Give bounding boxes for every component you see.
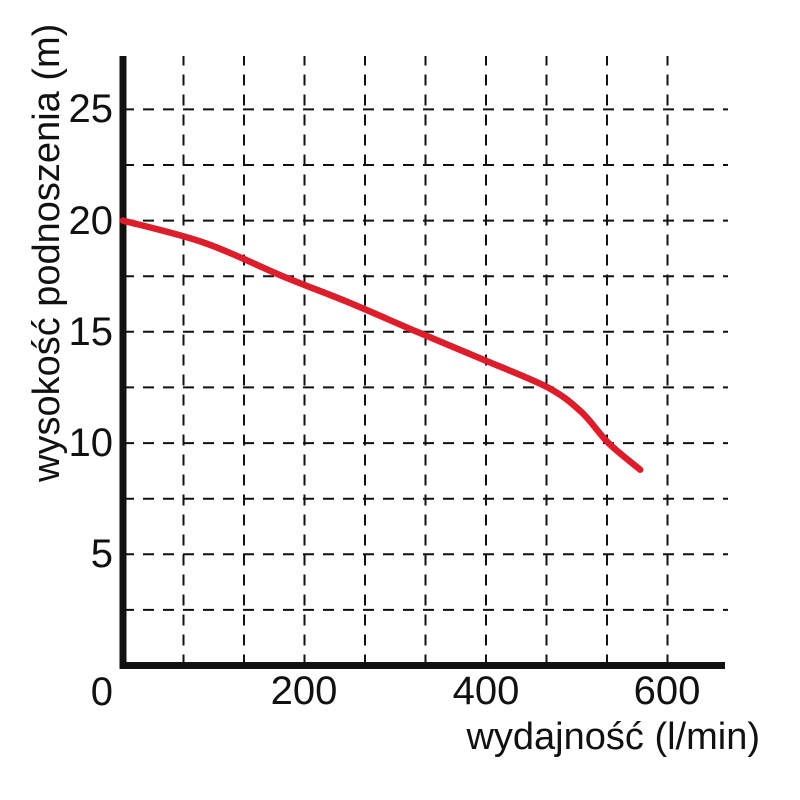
y-tick-label: 25 <box>68 87 114 131</box>
y-axis-title: wysokość podnoszenia (m) <box>26 23 68 482</box>
x-tick-label: 400 <box>452 669 520 713</box>
y-tick-label: 15 <box>68 310 114 354</box>
pump-curve <box>119 217 644 473</box>
origin-tick-label: 0 <box>90 670 113 714</box>
y-tick-label: 20 <box>68 199 114 243</box>
x-axis-title: wydajność (l/min) <box>466 716 760 758</box>
y-tick-label: 10 <box>68 421 114 465</box>
x-tick-label: 200 <box>270 669 338 713</box>
x-tick-label: 600 <box>633 669 701 713</box>
y-tick-label: 5 <box>90 532 113 576</box>
